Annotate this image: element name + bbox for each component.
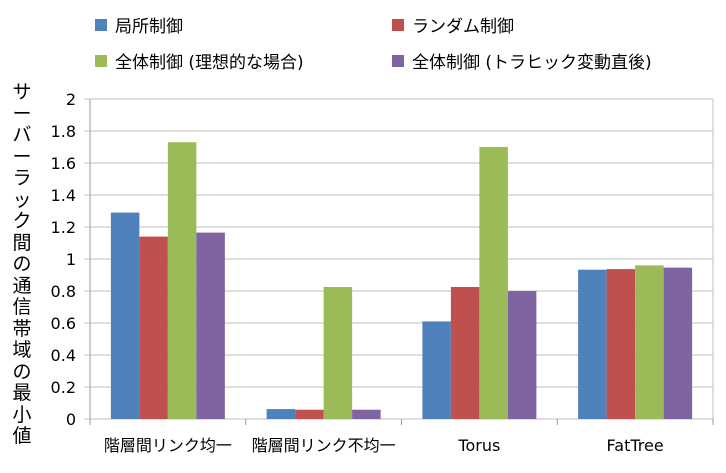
legend-item-2: 全体制御 (理想的な場合) (95, 48, 304, 73)
bar-2-0 (422, 321, 451, 419)
y-tick-label: 1.6 (51, 154, 76, 173)
bar-0-3 (196, 232, 225, 419)
x-tick-label: FatTree (607, 436, 664, 455)
legend-item-0: 局所制御 (95, 12, 183, 37)
y-axis-label: サーバーラック間の通信帯域の最小値 (12, 81, 32, 447)
legend-label: ランダム制御 (412, 17, 514, 37)
y-tick-label: 2 (66, 90, 76, 109)
legend-label: 全体制御 (理想的な場合) (115, 53, 304, 73)
legend-swatch (392, 18, 404, 31)
y-tick-label: 1.2 (51, 218, 76, 237)
legend-swatch (392, 54, 404, 67)
bar-2-3 (507, 291, 537, 419)
y-tick-label: 0.6 (51, 314, 76, 333)
bar-3-2 (635, 265, 664, 419)
bar-3-3 (663, 267, 693, 419)
bar-1-2 (323, 287, 353, 419)
bar-3-0 (578, 269, 607, 419)
y-tick-label: 1.4 (51, 186, 76, 205)
legend-swatch (95, 54, 107, 67)
y-tick-label: 0 (66, 410, 76, 429)
y-tick-label: 1 (66, 250, 76, 269)
legend-item-1: ランダム制御 (392, 12, 514, 37)
y-tick-label: 0.8 (51, 282, 76, 301)
bar-1-1 (295, 409, 324, 419)
y-tick-label: 0.4 (51, 346, 76, 365)
bar-1-3 (352, 409, 381, 419)
legend-swatch (95, 18, 107, 31)
legend-label: 局所制御 (115, 17, 183, 37)
legend-label: 全体制御 (トラヒック変動直後) (412, 53, 652, 73)
bar-0-0 (110, 212, 140, 419)
bar-0-1 (139, 236, 168, 419)
y-tick-label: 0.2 (51, 378, 76, 397)
x-tick-label: 階層間リンク不均一 (252, 436, 396, 455)
y-tick-label: 1.8 (51, 122, 76, 141)
bar-1-0 (266, 409, 296, 419)
bar-2-1 (450, 287, 480, 419)
x-tick-label: 階層間リンク均一 (104, 436, 232, 455)
bar-3-1 (606, 269, 636, 419)
bar-0-2 (167, 142, 197, 419)
bar-2-2 (479, 147, 508, 419)
legend-item-3: 全体制御 (トラヒック変動直後) (392, 48, 652, 73)
x-tick-label: Torus (457, 436, 500, 455)
